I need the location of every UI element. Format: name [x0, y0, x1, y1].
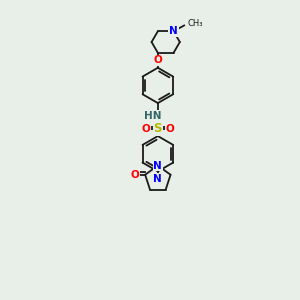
Text: S: S — [154, 122, 162, 135]
Text: N: N — [154, 160, 162, 170]
Text: O: O — [154, 55, 162, 65]
Text: O: O — [166, 124, 174, 134]
Text: HN: HN — [144, 111, 161, 121]
Text: CH₃: CH₃ — [187, 19, 203, 28]
Text: N: N — [169, 26, 178, 36]
Text: N: N — [154, 174, 162, 184]
Text: O: O — [131, 170, 140, 180]
Text: O: O — [141, 124, 150, 134]
